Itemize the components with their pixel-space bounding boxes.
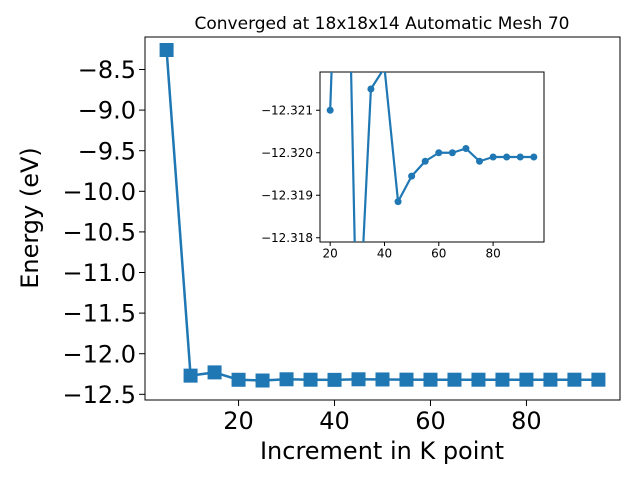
main-data-point (183, 368, 198, 383)
inset-data-point (435, 149, 443, 157)
inset-data-point (326, 106, 334, 114)
inset-series (326, 64, 538, 369)
inset-y-axis: −12.321 −12.320 −12.319 −12.318 (261, 104, 320, 245)
inset-data-point (462, 145, 470, 152)
inset-data-point (381, 64, 388, 71)
main-data-point (159, 42, 174, 57)
y-axis-label: Energy (eV) (16, 147, 44, 289)
main-data-point (399, 372, 414, 387)
main-x-tick-label: 20 (223, 407, 254, 435)
inset-x-tick-label: 80 (485, 246, 500, 260)
inset-data-point (354, 362, 361, 369)
main-y-tick-label: −8.5 (78, 56, 136, 84)
inset-data-point (530, 153, 538, 161)
inset-data-point (516, 153, 524, 161)
x-axis-label: Increment in K point (260, 437, 504, 465)
main-data-point (303, 372, 318, 387)
main-y-tick-label: −9.0 (78, 97, 136, 125)
main-y-tick-label: −12.5 (62, 381, 136, 409)
main-x-tick-label: 60 (415, 407, 446, 435)
main-y-tick-label: −11.5 (62, 300, 136, 328)
main-y-tick-label: −10.5 (62, 219, 136, 247)
main-y-tick-label: −11.0 (62, 259, 136, 287)
inset-x-tick-label: 60 (431, 246, 446, 260)
inset-data-point (394, 198, 402, 206)
inset-data-point (448, 149, 456, 157)
inset-data-point (367, 85, 375, 93)
main-data-point (543, 372, 558, 387)
chart-title: Converged at 18x18x14 Automatic Mesh 70 (195, 14, 570, 34)
main-data-point (207, 365, 222, 380)
inset-y-tick-label: −12.320 (261, 146, 313, 160)
main-x-tick-label: 40 (319, 407, 350, 435)
main-data-point (279, 372, 294, 387)
inset-x-axis: 20 40 60 80 (323, 242, 501, 260)
main-data-point (591, 372, 606, 387)
main-y-tick-label: −9.5 (78, 137, 136, 165)
inset-data-point (489, 153, 497, 161)
inset-x-tick-label: 40 (377, 246, 392, 260)
main-y-axis: −8.5 −9.0 −9.5 −10.0 −10.5 −11.0 −11.5 −12.0 −12… (62, 56, 145, 409)
inset-data-point (503, 153, 511, 161)
main-data-point (375, 372, 390, 387)
main-y-tick-label: −10.0 (62, 178, 136, 206)
inset-y-tick-label: −12.319 (261, 189, 313, 203)
main-series (159, 42, 606, 388)
main-data-point (423, 372, 438, 387)
main-data-point (447, 372, 462, 387)
main-y-tick-label: −12.0 (62, 340, 136, 368)
main-plot-frame (144, 36, 621, 401)
main-data-point (495, 372, 510, 387)
main-data-point (351, 372, 366, 387)
main-data-point (327, 372, 342, 387)
main-data-point (519, 372, 534, 387)
inset-y-tick-label: −12.321 (261, 104, 313, 118)
inset-x-tick-label: 20 (323, 246, 338, 260)
main-data-point (231, 372, 246, 387)
main-data-point (471, 372, 486, 387)
main-data-point (255, 373, 270, 388)
main-x-axis: 20 40 60 80 (223, 400, 542, 435)
main-data-point (567, 372, 582, 387)
inset-data-point (408, 172, 416, 180)
main-x-tick-label: 80 (511, 407, 542, 435)
inset-data-point (476, 157, 484, 165)
inset-data-point (421, 157, 429, 165)
inset-y-tick-label: −12.318 (261, 231, 313, 245)
inset-series-line (329, 72, 534, 242)
